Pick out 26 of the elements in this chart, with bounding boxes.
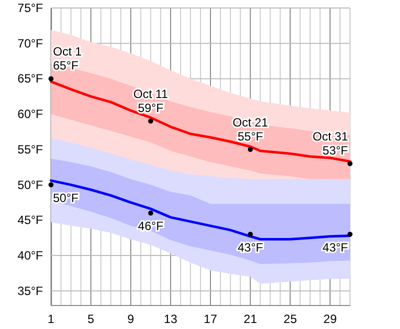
y-tick-label: 75°F (18, 1, 43, 15)
y-tick-label: 60°F (18, 107, 43, 122)
line-series (50, 179, 352, 240)
y-tick-label: 45°F (18, 213, 43, 228)
x-tick-label: 25 (284, 312, 298, 326)
x-tick-label: 9 (127, 312, 134, 326)
x-tick-label: 13 (164, 312, 178, 326)
annotation: 46°F (138, 219, 164, 234)
annotation: Oct 31 53°F (312, 130, 348, 158)
annotation: 43°F (322, 240, 348, 254)
y-tick-label: 55°F (18, 142, 43, 156)
y-tick-label: 35°F (18, 284, 43, 298)
x-tick-label: 29 (323, 312, 338, 326)
annotation: Oct 1 65°F (53, 44, 82, 73)
x-tick-label: 21 (244, 312, 258, 326)
annotation: 43°F (238, 240, 264, 254)
annotation: Oct 21 55°F (232, 115, 268, 144)
x-tick-label: 1 (48, 312, 55, 326)
x-tick-label: 17 (204, 312, 218, 326)
y-tick-label: 65°F (18, 72, 43, 86)
x-tick-label: 5 (88, 312, 95, 326)
y-tick-label: 70°F (18, 36, 43, 50)
y-tick-label: 50°F (18, 178, 43, 192)
y-tick-label: 40°F (18, 248, 43, 262)
annotation: 50°F (53, 190, 78, 205)
annotation: Oct 11 59°F (133, 87, 168, 116)
